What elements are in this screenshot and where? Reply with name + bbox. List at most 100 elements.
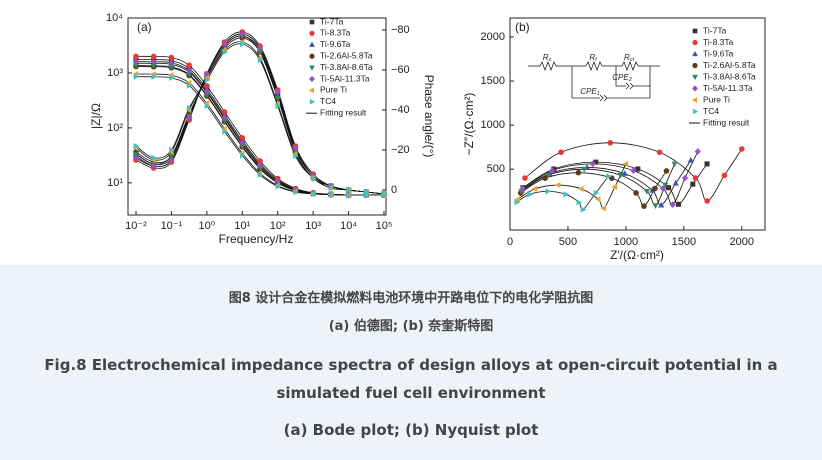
marker [687,157,694,163]
marker [150,162,157,170]
marker [621,170,628,176]
marker [186,82,193,89]
circuit-label-main: R [543,53,549,62]
circuit-label-main: CPE [580,87,597,96]
legend-marker [692,39,698,46]
marker [239,139,246,146]
marker [527,191,534,198]
y-tick-label: 500 [487,163,505,175]
marker [132,151,140,158]
legend-label: Ti-7Ta [703,25,727,35]
legend-marker [692,28,698,34]
legend-marker [309,53,315,59]
caption-cn-sub: (a) 伯德图; (b) 奈奎斯特图 [328,319,494,334]
legend-label: Ti-3.8Al-8.6Ta [320,62,373,72]
legend-label: Ti-9.6Ta [703,48,734,58]
marker [593,189,600,197]
y-tick-label: 1000 [481,119,505,131]
legend-label: Ti-8.3Ta [320,28,351,38]
marker [239,135,246,141]
plot-frame [509,17,766,231]
y-tick-label: 10¹ [107,177,123,189]
marker [133,53,139,60]
marker [203,92,210,99]
legend-label: Pure Ti [320,85,347,95]
marker [256,44,264,52]
marker [580,206,587,213]
x-tick-label: 10² [270,220,286,232]
marker [239,30,246,38]
marker [643,188,650,195]
marker [293,188,299,196]
caption-en-title: Fig.8 Electrochemical impedance spectra … [44,356,778,402]
legend-label: Ti-5Al-11.3Ta [703,83,753,93]
marker [222,48,228,56]
marker [203,87,210,95]
marker [292,144,299,152]
marker [704,161,710,167]
marker [221,118,228,125]
circuit-label: Rf [589,53,597,63]
x-axis-title: Frequency/Hz [219,232,294,246]
legend-marker [308,87,315,94]
y2-tick-label: −40 [391,104,410,116]
marker [554,181,561,189]
marker [549,167,556,174]
marker [204,76,211,84]
marker [635,166,641,172]
y2-tick-label: −80 [391,24,410,36]
fit-line [520,170,667,207]
circuit-label-sub: s [549,57,552,63]
marker [575,169,582,176]
legend-label: Ti-9.6Ta [320,39,351,49]
marker [542,175,548,181]
marker [558,149,564,156]
marker [594,196,601,203]
legend-marker [309,30,315,36]
marker [681,174,689,182]
marker [692,175,699,181]
marker [606,173,612,180]
marker [545,188,552,195]
legend-marker [309,75,315,83]
legend-label: Ti-3.8Al-8.6Ta [703,71,756,81]
marker [589,160,596,168]
legend-label: TC4 [703,106,719,116]
marker [256,161,264,169]
marker [204,83,210,89]
marker [186,72,193,78]
x-tick-label: 10³ [305,220,321,232]
marker [652,203,659,209]
circuit-label-sub: ct [630,57,635,63]
marker [168,64,175,71]
marker [662,182,669,189]
panel-label: (b) [515,20,530,34]
marker [221,113,228,121]
y2-tick-label: −60 [391,64,410,76]
marker [274,177,281,185]
marker [240,40,246,48]
legend-marker [692,85,698,92]
marker [133,73,140,80]
circuit-label: CPE2 [612,73,632,83]
fit-line [524,142,743,202]
marker [519,185,526,192]
marker [275,183,282,190]
marker [675,201,681,207]
marker [641,203,647,209]
marker [514,196,521,203]
marker [168,153,175,160]
legend-label: Fitting result [320,107,367,117]
marker [274,95,281,102]
caption-cn-title: 图8 设计合金在模拟燃料电池环境中开路电位下的电化学阻抗图 [228,291,594,306]
marker [168,54,175,61]
marker [593,159,599,165]
marker [617,172,624,179]
marker [514,199,520,206]
marker [133,142,140,150]
marker [186,67,193,74]
y2-axis-title: Phase angle/(°) [422,75,436,158]
marker [346,191,352,199]
x-tick-label: 10⁰ [199,220,216,232]
y-axis-title: |Z|/Ω [89,103,103,129]
